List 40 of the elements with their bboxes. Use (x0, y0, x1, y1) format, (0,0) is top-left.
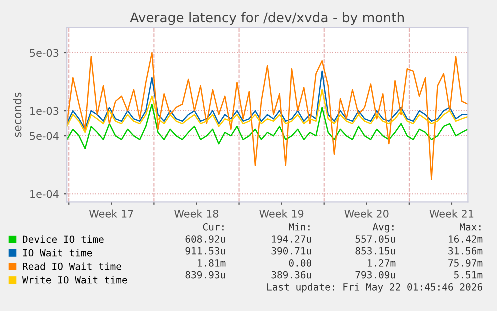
x-tick-label: Week 18 (174, 210, 219, 218)
y-tick-label: 1e-03 (30, 107, 59, 116)
text: 0.00 (289, 260, 312, 267)
legend-label: IO Wait time (23, 249, 92, 257)
line-series (67, 104, 468, 150)
text: 75.97m (448, 260, 483, 267)
line-series (67, 52, 468, 180)
line-series (67, 70, 468, 130)
y-tick-label: 5e-03 (30, 49, 59, 58)
text: 1.81m (198, 260, 226, 267)
legend-label: Write IO Wait time (22, 276, 128, 284)
legend-label: Read IO Wait time (23, 262, 122, 270)
text: 5.51m (454, 271, 483, 279)
text: 911.53u (186, 247, 226, 255)
x-tick-label: Week 20 (344, 210, 389, 218)
chart-title: Average latency for /dev/xvda - by month (130, 12, 404, 26)
x-tick-label: Week 19 (260, 210, 304, 218)
text: Last update: Fri May 22 01:45:46 2026 (268, 283, 482, 293)
y-axis-title: seconds (13, 92, 22, 138)
text: 1.27m (368, 260, 396, 267)
text: Cur: (203, 223, 224, 231)
text: 31.56m (448, 247, 483, 255)
text: Min: (289, 223, 310, 231)
text: 608.92u (186, 236, 226, 243)
text: 839.93u (186, 271, 226, 279)
x-tick-label: Week 21 (430, 210, 474, 218)
text: 557.05u (356, 236, 396, 243)
text: 194.27u (272, 236, 312, 243)
text: 390.71u (272, 247, 312, 255)
y-tick-label: 1e-04 (30, 190, 59, 198)
legend-label: Device IO time (23, 236, 104, 244)
text: 793.09u (356, 271, 396, 279)
line-series (67, 89, 468, 134)
text: Max: (460, 224, 481, 231)
text: Avg: (372, 224, 394, 233)
x-tick-label: Week 17 (89, 210, 134, 218)
y-tick-label: 5e-04 (30, 132, 59, 140)
text: 389.36u (272, 271, 312, 279)
text: 853.15u (356, 247, 396, 255)
text: 16.42m (449, 236, 483, 243)
